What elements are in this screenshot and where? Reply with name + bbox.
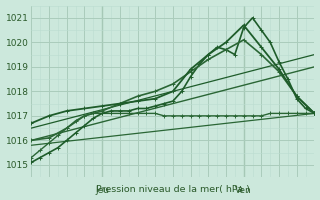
X-axis label: Pression niveau de la mer( hPa ): Pression niveau de la mer( hPa ): [96, 185, 250, 194]
Text: Ven: Ven: [235, 186, 252, 195]
Text: Jeu: Jeu: [95, 186, 109, 195]
